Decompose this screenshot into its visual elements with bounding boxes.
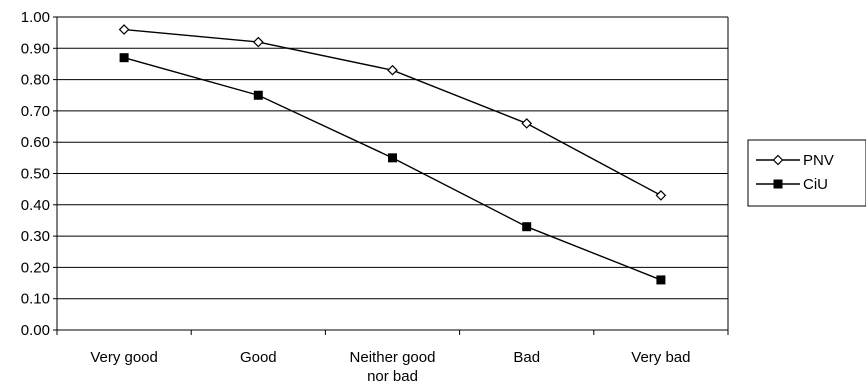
data-point-diamond <box>387 64 398 76</box>
x-category-label-line: Very bad <box>631 349 690 366</box>
legend-marker-square <box>773 179 783 189</box>
series-line <box>123 57 662 281</box>
x-category-label-line: nor bad <box>367 368 418 385</box>
data-point-diamond <box>118 24 130 35</box>
x-category-label: Good <box>240 349 277 366</box>
legend-label: CiU <box>803 176 828 193</box>
data-point-diamond <box>252 36 264 48</box>
series-pnv <box>118 24 667 201</box>
x-category-label: Bad <box>513 349 540 366</box>
y-tick-label: 0.80 <box>21 72 50 89</box>
data-point-square <box>388 153 397 163</box>
y-axis-ticks: 0.00 0.10 0.20 0.30 0.40 0.50 0.60 0.70 0.80 0.90… <box>21 9 57 339</box>
legend: PNV CiU <box>747 139 866 207</box>
gridlines <box>57 16 728 300</box>
y-tick-label: 1.00 <box>21 9 50 26</box>
data-point-square <box>119 53 129 63</box>
series-line <box>124 28 662 197</box>
y-tick-label: 0.00 <box>21 322 50 339</box>
data-point-diamond <box>655 190 667 201</box>
y-tick-label: 0.20 <box>21 259 50 276</box>
x-axis-categories: Very good Good Neither good nor bad Bad Very … <box>56 330 729 385</box>
x-category-label-line: Neither good <box>350 349 436 366</box>
y-tick-label: 0.10 <box>21 291 50 308</box>
data-point-diamond <box>521 118 533 129</box>
y-tick-label: 0.30 <box>21 228 50 245</box>
series-lines <box>118 24 667 285</box>
x-category-label-line: Very good <box>90 349 158 366</box>
legend-marker-diamond <box>772 154 784 166</box>
data-point-square <box>522 222 532 232</box>
x-category-label: Very good <box>90 349 158 366</box>
y-tick-label: 0.90 <box>21 40 50 57</box>
y-tick-label: 0.50 <box>21 166 50 183</box>
x-category-label-line: Bad <box>513 349 540 366</box>
legend-box <box>747 139 866 207</box>
data-point-square <box>253 90 263 100</box>
y-tick-label: 0.70 <box>21 103 50 120</box>
data-point-square <box>656 275 666 285</box>
x-category-label: Very bad <box>631 349 690 366</box>
y-tick-label: 0.40 <box>21 197 50 214</box>
x-category-label: Neither good nor bad <box>350 349 436 385</box>
series-ciu <box>119 53 666 285</box>
y-tick-label: 0.60 <box>21 134 50 151</box>
legend-label: PNV <box>803 152 834 169</box>
x-category-label-line: Good <box>240 349 277 366</box>
